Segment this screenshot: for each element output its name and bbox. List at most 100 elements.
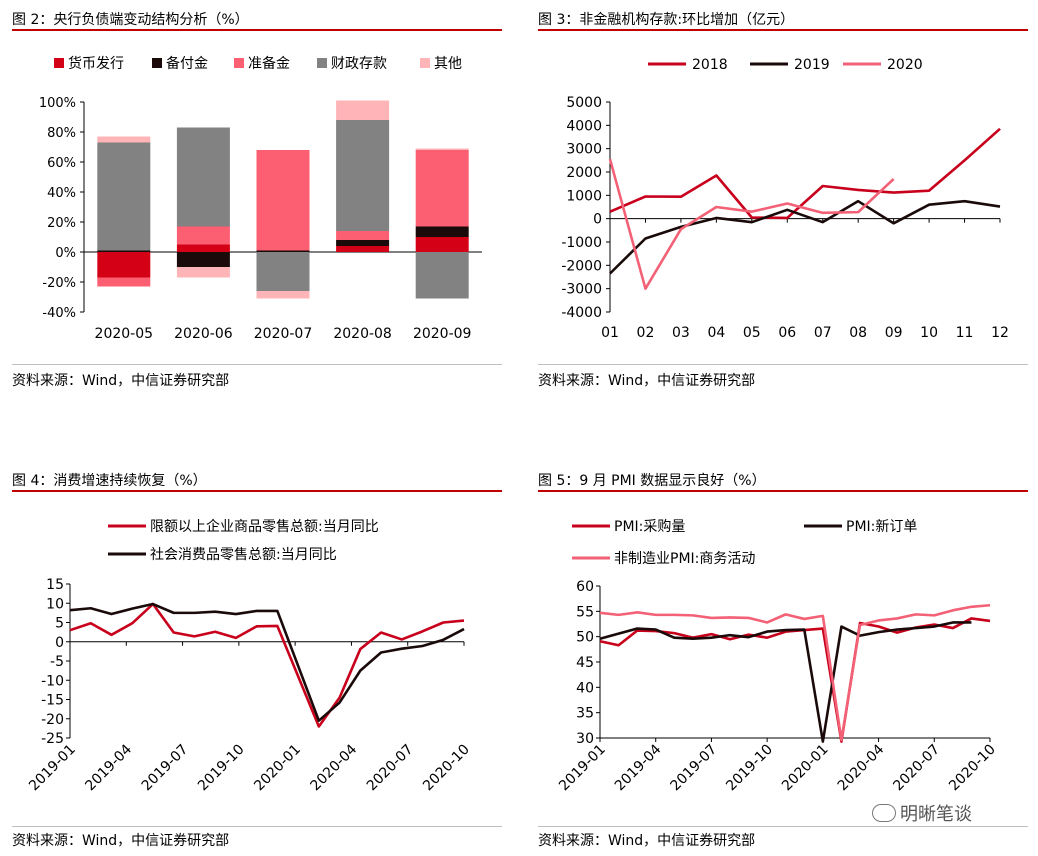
x-tick-label: 05 xyxy=(743,325,761,341)
x-tick-label: 09 xyxy=(885,325,903,341)
y-tick-label: 60% xyxy=(47,156,76,171)
y-tick-label: 100% xyxy=(39,96,76,111)
y-tick-label: 2000 xyxy=(566,165,602,181)
x-tick-label: 2020-01 xyxy=(779,742,832,795)
y-tick-label: 60 xyxy=(576,579,594,595)
y-tick-label: 4000 xyxy=(566,118,602,134)
y-tick-label: 80% xyxy=(47,126,76,141)
y-tick-label: -5 xyxy=(50,654,64,670)
legend-label: PMI:新订单 xyxy=(846,519,917,535)
x-tick-label: 2020-07 xyxy=(364,742,417,795)
watermark: 明晰笔谈 xyxy=(872,800,972,826)
legend-label: 其他 xyxy=(434,56,462,72)
x-tick-label: 2020-09 xyxy=(413,326,472,342)
y-tick-label: 3000 xyxy=(566,142,602,158)
bar-segment xyxy=(256,291,310,299)
y-tick-label: 35 xyxy=(576,706,594,722)
panel-pmi: 图 5：9 月 PMI 数据显示良好（%） PMI:采购量 PMI:新订单 非制造业… xyxy=(538,470,1028,856)
x-tick-label: 2020-10 xyxy=(946,742,999,795)
source-rule xyxy=(538,364,1028,365)
y-tick-label: 5 xyxy=(55,616,64,632)
series-line xyxy=(599,617,991,743)
series-line xyxy=(608,158,895,290)
y-tick-label: 0% xyxy=(55,246,76,261)
y-tick-label: -3000 xyxy=(561,282,602,298)
x-tick-label: 2019-04 xyxy=(612,741,665,794)
y-tick-label: 10 xyxy=(46,596,64,612)
y-tick-label: -15 xyxy=(41,693,64,709)
y-tick-label: 50 xyxy=(576,630,594,646)
y-tick-label: 30 xyxy=(576,731,594,747)
legend-swatch xyxy=(420,58,430,68)
x-tick-label: 2020-04 xyxy=(308,741,361,794)
y-tick-label: -2000 xyxy=(561,258,602,274)
x-tick-label: 2019-07 xyxy=(668,742,721,795)
x-tick-label: 11 xyxy=(956,325,974,341)
x-tick-label: 07 xyxy=(814,325,832,341)
series-line xyxy=(599,603,991,742)
bar-segment xyxy=(176,252,230,267)
y-tick-label: 0 xyxy=(593,212,602,228)
y-tick-label: -40% xyxy=(42,306,76,321)
legend-label: 准备金 xyxy=(248,55,290,72)
title-rule xyxy=(538,490,1028,492)
y-tick-label: -25 xyxy=(41,731,64,747)
bar-segment xyxy=(336,240,390,246)
legend-label: 货币发行 xyxy=(68,55,124,72)
x-tick-label: 2020-07 xyxy=(890,742,943,795)
bar-segment xyxy=(336,120,390,231)
y-tick-label: -20 xyxy=(41,712,64,728)
legend-swatch xyxy=(152,58,162,68)
legend-label: PMI:采购量 xyxy=(614,519,685,535)
bar-segment xyxy=(336,231,390,240)
legend-label: 2019 xyxy=(794,57,830,73)
legend-swatch xyxy=(317,58,327,68)
source-note: 资料来源：Wind，中信证券研究部 xyxy=(538,373,756,389)
title-rule xyxy=(538,29,1028,31)
legend-swatch xyxy=(54,58,64,68)
bar-segment xyxy=(176,244,230,252)
legend-swatch xyxy=(234,58,244,68)
y-tick-label: -10 xyxy=(41,673,64,689)
source-note: 资料来源：Wind，中信证券研究部 xyxy=(12,373,230,389)
legend-label: 社会消费品零售总额:当月同比 xyxy=(150,547,337,563)
bar-segment xyxy=(336,246,390,252)
legend-label: 限额以上企业商品零售总额:当月同比 xyxy=(150,518,379,535)
bar-segment xyxy=(415,226,469,237)
y-tick-label: -1000 xyxy=(561,235,602,251)
title-rule xyxy=(12,29,502,31)
x-tick-label: 03 xyxy=(672,325,690,341)
series-line xyxy=(609,199,1001,275)
source-rule xyxy=(12,364,502,365)
source-rule xyxy=(12,826,502,827)
bar-segment xyxy=(97,136,151,143)
x-tick-label: 2020-06 xyxy=(174,326,233,342)
source-rule xyxy=(538,826,1028,827)
x-tick-label: 2020-05 xyxy=(95,326,154,342)
chart-title: 图 2：央行负债端变动结构分析（%） xyxy=(12,12,249,28)
y-tick-label: 20% xyxy=(47,216,76,231)
bar-segment xyxy=(97,277,151,287)
legend-label: 2020 xyxy=(887,57,923,73)
x-tick-label: 2019-07 xyxy=(139,742,192,795)
x-tick-label: 12 xyxy=(991,325,1009,341)
chart-title: 图 4：消费增速持续恢复（%） xyxy=(12,473,207,489)
y-tick-label: -20% xyxy=(42,276,76,291)
title-rule xyxy=(12,490,502,492)
legend-label: 非制造业PMI:商务活动 xyxy=(614,551,755,567)
y-tick-label: 40% xyxy=(47,186,76,201)
x-tick-label: 2020-10 xyxy=(420,742,473,795)
series-line xyxy=(69,602,465,728)
x-tick-label: 02 xyxy=(637,325,655,341)
legend-label: 2018 xyxy=(692,57,728,73)
source-note: 资料来源：Wind，中信证券研究部 xyxy=(12,833,230,849)
x-tick-label: 2019-04 xyxy=(82,741,135,794)
bar-segment xyxy=(256,252,310,291)
y-tick-label: 1000 xyxy=(566,188,602,204)
y-tick-label: -4000 xyxy=(561,305,602,321)
stacked-bar-chart: 货币发行 备付金 准备金 财政存款 其他 -40% -20% 0% 20% 40% 60% 80% 10… xyxy=(39,55,482,342)
y-tick-label: 15 xyxy=(46,577,64,593)
x-tick-label: 06 xyxy=(778,325,796,341)
